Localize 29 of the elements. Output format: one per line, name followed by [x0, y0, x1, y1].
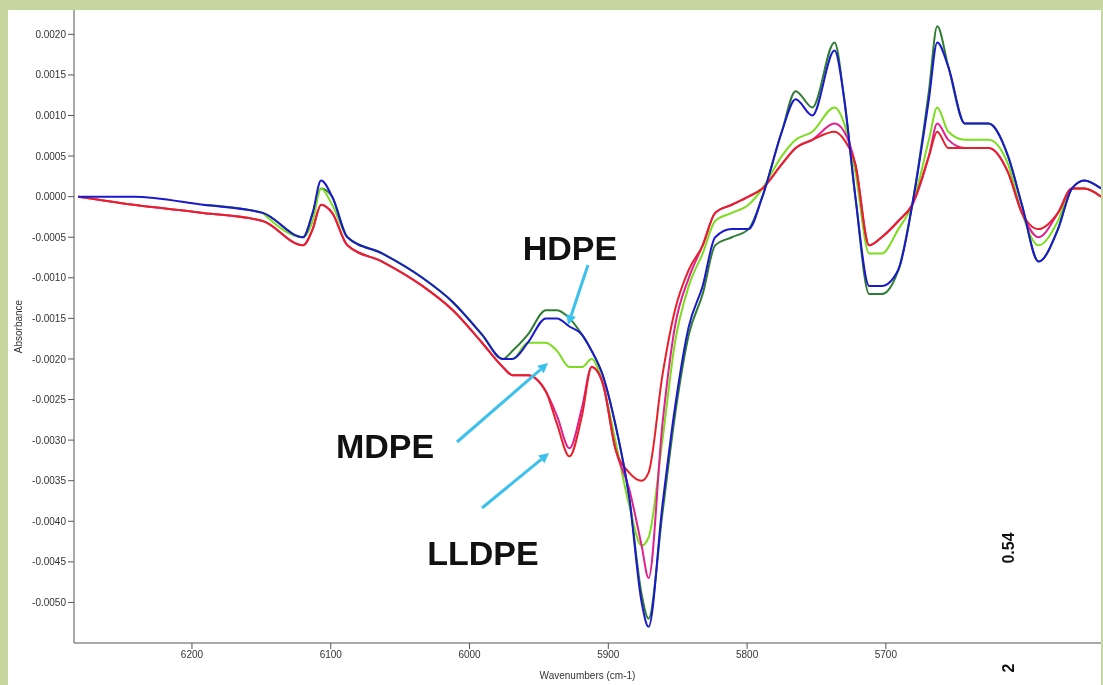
x-tick-label: 5900 — [597, 649, 620, 661]
y-tick-label: -0.0030 — [32, 434, 67, 446]
x-tick-label: 6000 — [458, 649, 482, 661]
annotation: 0.54 — [1000, 532, 1018, 564]
y-axis-title: Absorbance — [12, 299, 24, 354]
y-tick-label: -0.0010 — [32, 272, 67, 284]
annotation: HDPE — [522, 228, 618, 267]
x-tick-label: 5800 — [735, 649, 759, 661]
x-tick-label: 6100 — [319, 649, 343, 661]
text: 2 — [1000, 663, 1018, 673]
y-tick-label: -0.0050 — [32, 596, 67, 608]
y-tick-label: 0.0000 — [35, 191, 67, 203]
annotation: LLDPE — [427, 533, 539, 572]
y-tick-label: -0.0025 — [32, 394, 67, 406]
y-tick-label: 0.0005 — [35, 150, 67, 162]
y-tick-label: 0.0015 — [35, 69, 67, 81]
x-tick-label: 6200 — [180, 649, 204, 661]
y-tick-label: -0.0035 — [32, 475, 67, 487]
y-tick-label: -0.0015 — [32, 312, 67, 324]
y-tick-label: 0.0020 — [35, 28, 67, 40]
x-tick-label: 5700 — [874, 649, 898, 661]
y-tick-label: -0.0045 — [32, 556, 67, 568]
y-tick-label: -0.0020 — [32, 353, 67, 365]
y-tick-label: -0.0040 — [32, 515, 67, 527]
y-tick-label: -0.0005 — [32, 231, 67, 243]
annotation: MDPE — [335, 426, 435, 465]
x-axis-title: Wavenumbers (cm-1) — [539, 670, 636, 681]
y-tick-label: 0.0010 — [35, 110, 67, 122]
line-series — [77, 41, 1101, 628]
